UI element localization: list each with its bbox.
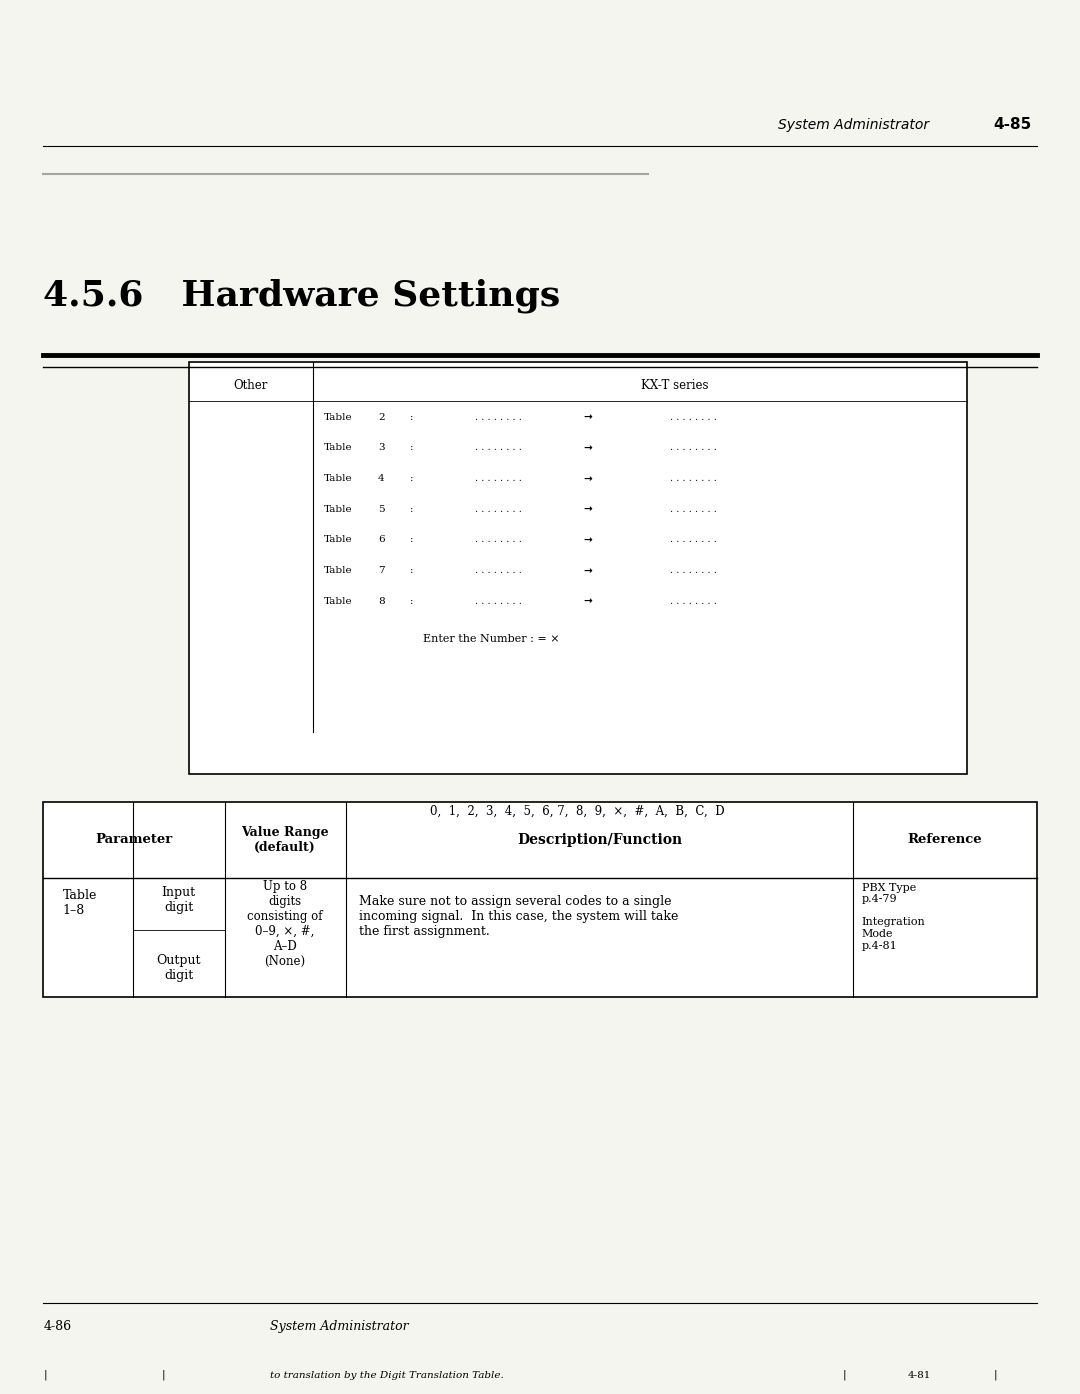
Text: . . . . . . . .: . . . . . . . .	[475, 505, 522, 513]
Text: 4-81: 4-81	[907, 1372, 931, 1380]
Text: :: :	[410, 413, 414, 421]
Text: . . . . . . . .: . . . . . . . .	[670, 443, 716, 452]
Text: 3: 3	[378, 443, 384, 452]
Text: . . . . . . . .: . . . . . . . .	[475, 443, 522, 452]
Text: Table: Table	[324, 597, 353, 605]
Text: . . . . . . . .: . . . . . . . .	[475, 535, 522, 544]
Text: to translation by the Digit Translation Table.: to translation by the Digit Translation …	[270, 1372, 503, 1380]
Text: :: :	[410, 474, 414, 482]
Text: Input
digit: Input digit	[162, 885, 195, 914]
Text: . . . . . . . .: . . . . . . . .	[670, 597, 716, 605]
Text: |: |	[842, 1369, 846, 1380]
Text: KX-T series: KX-T series	[642, 379, 708, 392]
Text: 5: 5	[378, 505, 384, 513]
Text: Description/Function: Description/Function	[517, 832, 681, 848]
Text: . . . . . . . .: . . . . . . . .	[670, 505, 716, 513]
Text: Table: Table	[324, 566, 353, 574]
Text: 4-85: 4-85	[994, 117, 1031, 132]
Text: 0,  1,  2,  3,  4,  5,  6, 7,  8,  9,  ×,  #,  A,  B,  C,  D: 0, 1, 2, 3, 4, 5, 6, 7, 8, 9, ×, #, A, B…	[431, 804, 725, 817]
Text: |: |	[162, 1369, 165, 1380]
Text: . . . . . . . .: . . . . . . . .	[670, 413, 716, 421]
Text: |: |	[43, 1369, 46, 1380]
Text: →: →	[583, 597, 592, 606]
Text: 8: 8	[378, 597, 384, 605]
Text: . . . . . . . .: . . . . . . . .	[475, 597, 522, 605]
Text: |: |	[994, 1369, 997, 1380]
Text: 6: 6	[378, 535, 384, 544]
Text: 7: 7	[378, 566, 384, 574]
Text: 2: 2	[378, 413, 384, 421]
Text: . . . . . . . .: . . . . . . . .	[670, 535, 716, 544]
Text: →: →	[583, 413, 592, 422]
Text: . . . . . . . .: . . . . . . . .	[670, 566, 716, 574]
Text: System Administrator: System Administrator	[270, 1320, 408, 1333]
Text: System Administrator: System Administrator	[778, 118, 929, 132]
Text: :: :	[410, 535, 414, 544]
Text: Table: Table	[324, 474, 353, 482]
Text: Reference: Reference	[907, 834, 983, 846]
Text: Up to 8
digits
consisting of
0–9, ×, #,
A–D
(None): Up to 8 digits consisting of 0–9, ×, #, …	[247, 880, 323, 967]
Text: :: :	[410, 597, 414, 605]
Text: . . . . . . . .: . . . . . . . .	[670, 474, 716, 482]
Text: :: :	[410, 566, 414, 574]
Text: PBX Type
p.4-79

Integration
Mode
p.4-81: PBX Type p.4-79 Integration Mode p.4-81	[862, 882, 926, 951]
Text: →: →	[583, 566, 592, 576]
Text: Table
1–8: Table 1–8	[63, 888, 97, 917]
Text: Table: Table	[324, 443, 353, 452]
Text: . . . . . . . .: . . . . . . . .	[475, 566, 522, 574]
Text: →: →	[583, 443, 592, 453]
Text: →: →	[583, 505, 592, 514]
Text: →: →	[583, 474, 592, 484]
Text: 4.5.6   Hardware Settings: 4.5.6 Hardware Settings	[43, 279, 561, 314]
Bar	[189, 362, 967, 774]
Text: 4: 4	[378, 474, 384, 482]
Text: Parameter: Parameter	[95, 834, 173, 846]
Text: Table: Table	[324, 505, 353, 513]
Text: →: →	[583, 535, 592, 545]
Text: :: :	[410, 443, 414, 452]
Text: 4-86: 4-86	[43, 1320, 71, 1333]
Text: Other: Other	[233, 379, 268, 392]
Text: :: :	[410, 505, 414, 513]
Text: Make sure not to assign several codes to a single
incoming signal.  In this case: Make sure not to assign several codes to…	[359, 895, 678, 938]
Text: Value Range
(default): Value Range (default)	[241, 825, 329, 855]
Text: Table: Table	[324, 535, 353, 544]
Text: Table: Table	[324, 413, 353, 421]
Text: . . . . . . . .: . . . . . . . .	[475, 413, 522, 421]
Text: Output
digit: Output digit	[157, 953, 201, 983]
Bar	[43, 802, 1037, 997]
Text: Enter the Number : = ×: Enter the Number : = ×	[423, 634, 559, 644]
Text: . . . . . . . .: . . . . . . . .	[475, 474, 522, 482]
